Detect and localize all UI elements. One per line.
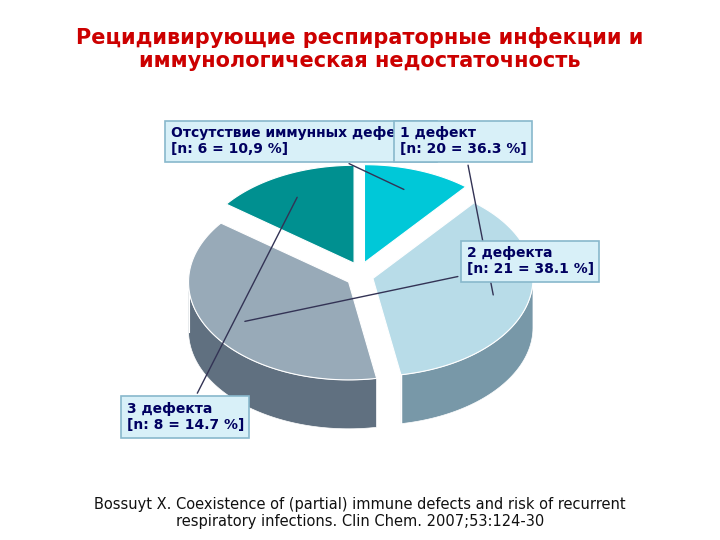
Polygon shape bbox=[373, 202, 533, 375]
Text: 3 дефекта
[n: 8 = 14.7 %]: 3 дефекта [n: 8 = 14.7 %] bbox=[127, 197, 297, 432]
Polygon shape bbox=[189, 223, 377, 380]
Text: 1 дефект
[n: 20 = 36.3 %]: 1 дефект [n: 20 = 36.3 %] bbox=[400, 126, 527, 295]
Polygon shape bbox=[226, 165, 354, 263]
Polygon shape bbox=[189, 282, 377, 429]
Polygon shape bbox=[401, 280, 533, 424]
Text: Bossuyt X. Coexistence of (partial) immune defects and risk of recurrent
respira: Bossuyt X. Coexistence of (partial) immu… bbox=[94, 497, 626, 529]
Text: Рецидивирующие респираторные инфекции и
иммунологическая недостаточность: Рецидивирующие респираторные инфекции и … bbox=[76, 27, 644, 71]
Polygon shape bbox=[364, 165, 466, 262]
Text: 2 дефекта
[n: 21 = 38.1 %]: 2 дефекта [n: 21 = 38.1 %] bbox=[245, 246, 594, 321]
Text: Отсутствие иммунных дефектов
[n: 6 = 10,9 %]: Отсутствие иммунных дефектов [n: 6 = 10,… bbox=[171, 126, 432, 190]
